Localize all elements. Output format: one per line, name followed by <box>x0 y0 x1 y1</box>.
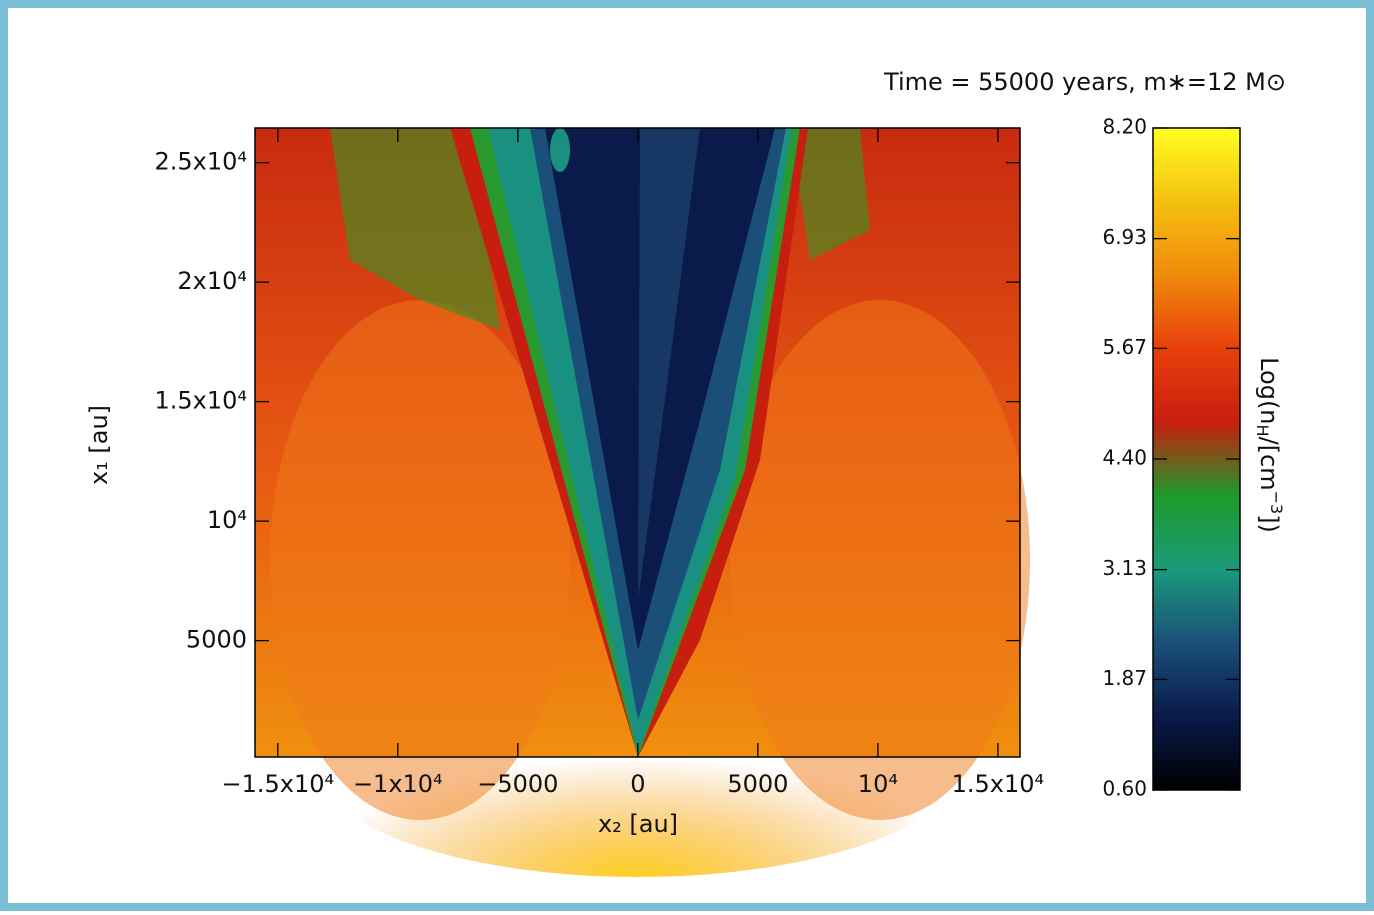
colorbar-tick-label: 8.20 <box>1102 115 1147 139</box>
y-tick-label: 1.5x10⁴ <box>154 387 247 415</box>
y-axis-label: x₁ [au] <box>85 405 113 485</box>
x-tick-label: −1.5x10⁴ <box>221 770 334 798</box>
x-tick-label: 1.5x10⁴ <box>952 770 1045 798</box>
y-tick-label: 2x10⁴ <box>177 267 247 295</box>
x-tick-label: 10⁴ <box>858 770 898 798</box>
x-tick-label: 0 <box>630 770 645 798</box>
density-field <box>255 128 1030 877</box>
colorbar-tick-label: 6.93 <box>1102 225 1147 249</box>
colorbar-tick-label: 0.60 <box>1102 777 1147 801</box>
label-part: Log(n <box>1255 357 1283 424</box>
colorbar-label: Log(nH/[cm−3]) <box>1254 357 1287 533</box>
y-tick-label: 2.5x10⁴ <box>154 148 247 176</box>
chart-title: Time = 55000 years, m∗=12 M⊙ <box>883 68 1286 96</box>
colorbar-tick-label: 3.13 <box>1102 556 1147 580</box>
x-tick-label: −1x10⁴ <box>353 770 443 798</box>
label-part: H <box>1254 425 1273 437</box>
y-tick-label: 10⁴ <box>207 506 247 534</box>
colorbar-tick-label: 1.87 <box>1102 666 1147 690</box>
x-tick-label: −5000 <box>477 770 558 798</box>
label-part: −3 <box>1268 491 1287 515</box>
colorbar-tick-label: 4.40 <box>1102 446 1147 470</box>
colorbar-tick-label: 5.67 <box>1102 335 1147 359</box>
x-tick-label: 5000 <box>727 770 788 798</box>
label-part: /[cm <box>1255 437 1283 491</box>
label-part: ]) <box>1255 514 1283 533</box>
y-tick-label: 5000 <box>186 626 247 654</box>
x-axis-label: x₂ [au] <box>598 810 678 838</box>
colorbar <box>1152 127 1241 791</box>
